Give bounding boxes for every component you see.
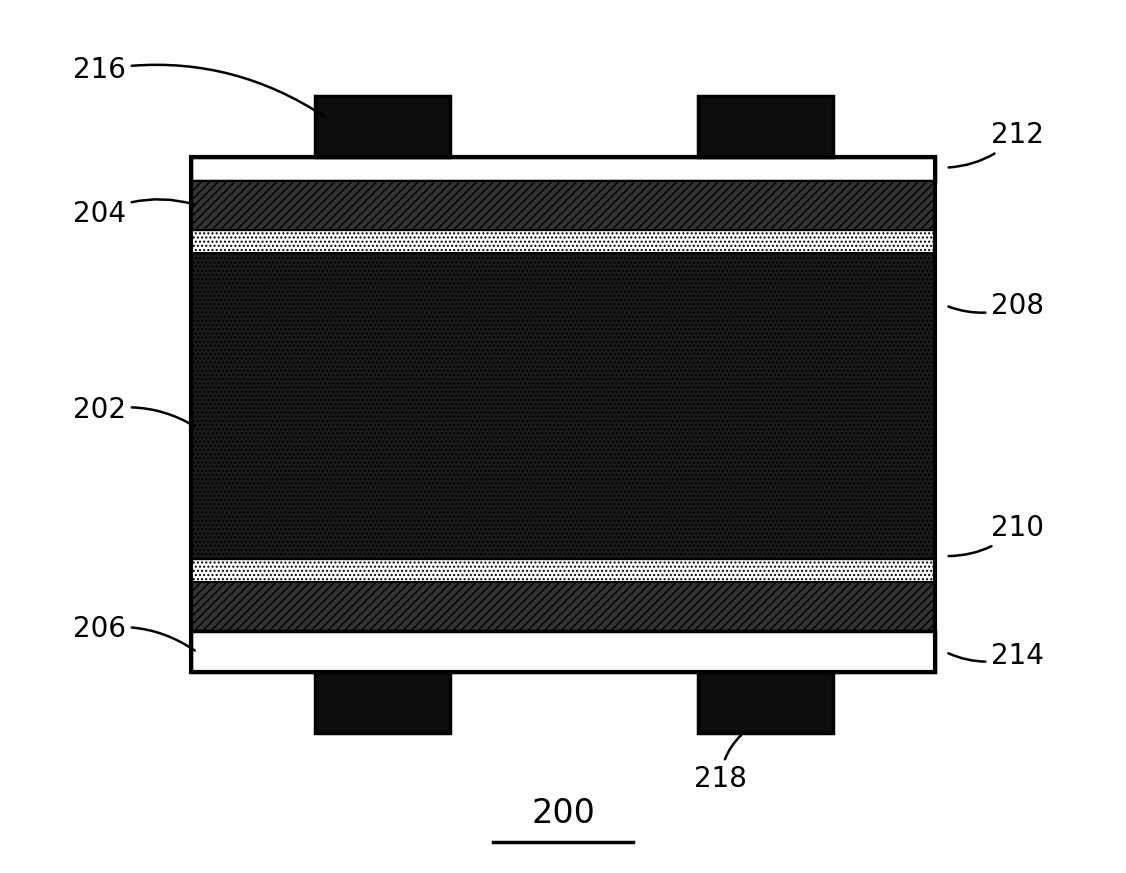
- Text: 202: 202: [73, 396, 195, 426]
- Bar: [698, 672, 833, 733]
- Bar: [698, 96, 833, 157]
- Bar: [315, 672, 450, 733]
- Bar: [191, 253, 935, 559]
- Text: 208: 208: [948, 292, 1044, 320]
- Bar: [315, 96, 450, 157]
- Bar: [191, 230, 935, 253]
- Bar: [191, 559, 935, 582]
- Bar: [191, 181, 935, 230]
- Text: 206: 206: [73, 615, 195, 650]
- Text: 214: 214: [948, 643, 1044, 670]
- Text: 210: 210: [948, 514, 1044, 556]
- Text: 212: 212: [948, 121, 1044, 168]
- Bar: [191, 582, 935, 631]
- Bar: [191, 631, 935, 672]
- Text: 218: 218: [695, 735, 747, 793]
- Text: 216: 216: [73, 56, 324, 116]
- Text: 200: 200: [531, 797, 595, 830]
- Bar: [191, 157, 935, 672]
- Text: 204: 204: [73, 199, 195, 228]
- Bar: [191, 157, 935, 181]
